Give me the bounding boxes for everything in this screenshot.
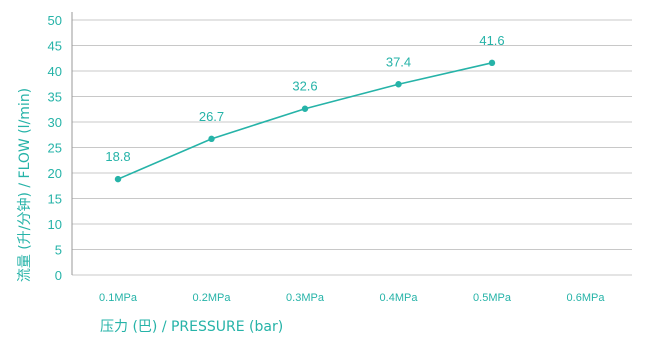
y-tick-label-30: 30 <box>48 115 62 130</box>
y-tick-label-20: 20 <box>48 166 62 181</box>
y-tick-label-15: 15 <box>48 192 62 207</box>
data-point-3 <box>301 105 309 112</box>
gridlines <box>72 19 632 276</box>
y-tick-label-50: 50 <box>48 13 62 28</box>
data-point-5 <box>488 59 496 67</box>
x-tick-label-2: 0.2MPa <box>193 292 232 304</box>
x-axis-title: 压力 (巴) / PRESSURE (bar) <box>100 319 283 335</box>
y-tick-label-25: 25 <box>48 141 62 156</box>
data-label-4: 37.4 <box>386 54 411 69</box>
series-flow <box>114 59 496 183</box>
x-tick-label-3: 0.3MPa <box>286 292 325 304</box>
data-labels: 18.8 26.7 32.6 37.4 41.6 <box>105 33 504 164</box>
data-point-2 <box>208 135 215 143</box>
y-axis-ticks: 0 5 10 15 20 25 30 35 40 45 50 <box>48 13 62 283</box>
data-label-5: 41.6 <box>479 33 504 48</box>
y-axis-title: 流量 (升/分钟) / FLOW (l/min) <box>16 88 33 282</box>
y-tick-label-40: 40 <box>48 64 62 79</box>
data-label-1: 18.8 <box>105 149 130 164</box>
x-tick-label-5: 0.5MPa <box>473 292 512 304</box>
data-label-2: 26.7 <box>199 109 224 124</box>
x-axis-ticks: 0.1MPa 0.2MPa 0.3MPa 0.4MPa 0.5MPa 0.6MPa <box>99 292 605 304</box>
y-tick-label-0: 0 <box>55 268 62 283</box>
y-tick-label-5: 5 <box>55 243 62 258</box>
x-tick-label-4: 0.4MPa <box>380 292 419 304</box>
x-tick-label-6: 0.6MPa <box>567 292 606 304</box>
y-tick-label-35: 35 <box>48 90 62 105</box>
y-tick-label-10: 10 <box>48 217 62 232</box>
y-tick-label-45: 45 <box>48 39 62 54</box>
data-point-1 <box>114 175 122 183</box>
data-point-4 <box>395 81 402 88</box>
x-tick-label-1: 0.1MPa <box>99 292 138 304</box>
data-label-3: 32.6 <box>292 79 317 94</box>
